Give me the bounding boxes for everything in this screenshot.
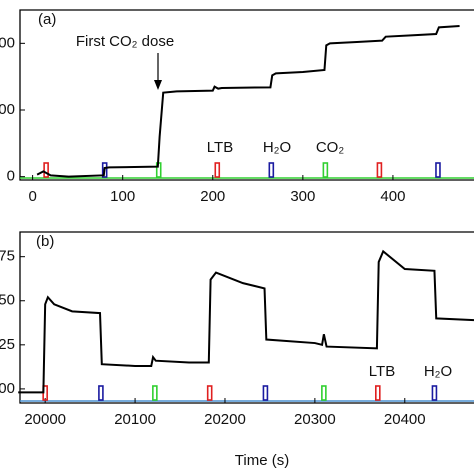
panel-label: (b) (36, 233, 54, 250)
event-marker (98, 385, 104, 401)
x-tick-label: 20200 (204, 411, 246, 428)
y-tick-label: 0 (7, 168, 15, 185)
x-tick-label: 20100 (114, 411, 156, 428)
event-marker (431, 385, 438, 401)
axes-frame (19, 231, 474, 404)
event-marker (375, 385, 381, 401)
x-tick-label: 20400 (384, 411, 426, 428)
x-tick-label: 200 (200, 188, 225, 205)
event-marker (435, 162, 441, 178)
x-tick-label: 20300 (294, 411, 336, 428)
event-label: LTB (207, 139, 233, 156)
y-tick-label: 125 (0, 336, 15, 353)
event-marker (322, 162, 329, 178)
event-marker (262, 385, 269, 401)
event-marker (376, 162, 383, 178)
x-tick-label: 100 (110, 188, 135, 205)
x-tick-label: 300 (290, 188, 315, 205)
y-tick-label: 100 (0, 380, 15, 397)
event-marker (43, 162, 49, 178)
event-label: H₂O (424, 363, 452, 380)
event-marker (321, 385, 327, 401)
event-marker (152, 385, 158, 401)
x-axis-label: Time (s) (235, 452, 289, 469)
x-tick-label: 400 (380, 188, 405, 205)
x-tick-label: 0 (28, 188, 36, 205)
x-tick-label: 20000 (24, 411, 66, 428)
event-marker (206, 385, 213, 401)
event-marker (101, 162, 108, 178)
y-tick-label: 150 (0, 292, 15, 309)
y-tick-label: 2000 (0, 34, 15, 51)
event-label: H₂O (263, 139, 291, 156)
data-line (36, 25, 460, 178)
y-tick-label: 175 (0, 248, 15, 265)
event-marker (268, 162, 275, 178)
data-line (18, 249, 474, 394)
panel-label: (a) (38, 11, 56, 28)
y-tick-label: 1000 (0, 101, 15, 118)
axes-frame (19, 9, 474, 181)
annotation: First CO₂ dose (76, 33, 174, 50)
event-label: CO₂ (316, 139, 345, 156)
arrow-head (154, 80, 162, 90)
event-marker (214, 162, 221, 178)
event-label: LTB (369, 363, 395, 380)
